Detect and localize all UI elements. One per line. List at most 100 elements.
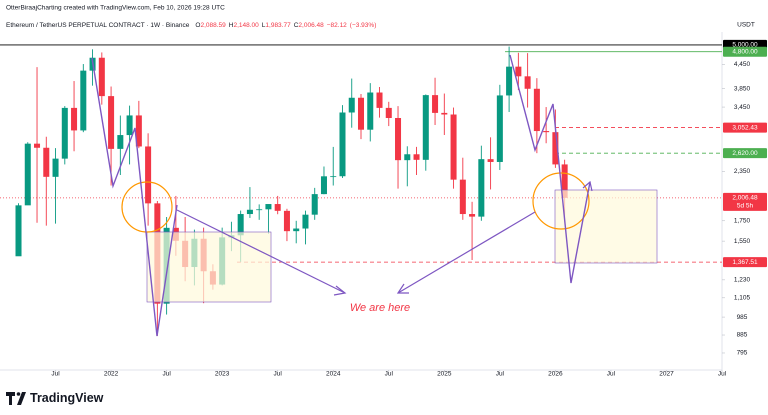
candle-body	[533, 88, 540, 132]
price-label-bg	[723, 122, 767, 133]
candle-body	[395, 118, 402, 161]
candle-body	[302, 214, 309, 229]
candle-body	[71, 107, 78, 131]
x-tick-label: Jul	[718, 371, 727, 378]
candle-body	[469, 214, 476, 217]
candle-body	[357, 97, 365, 130]
candle-body	[524, 76, 531, 89]
x-tick-label: Jul	[162, 371, 171, 378]
candle-body	[367, 92, 374, 130]
x-tick-label: 2022	[104, 371, 119, 378]
x-tick-label: 2023	[215, 371, 230, 378]
candle-body	[506, 66, 513, 96]
candle-body	[34, 143, 41, 148]
change: −82.12	[327, 22, 347, 29]
arrow-line	[176, 209, 346, 294]
price-label: 1,367.51	[732, 259, 758, 266]
candle-body	[441, 112, 448, 115]
arrow-head	[333, 285, 347, 296]
range-box	[554, 189, 658, 264]
candle-body	[339, 112, 346, 177]
ohlc-value: 2,148.00	[233, 22, 259, 29]
price-label-bg	[723, 46, 767, 57]
candle-body	[135, 115, 142, 147]
candle-body	[459, 179, 466, 215]
x-tick-label: Jul	[607, 371, 616, 378]
price-label-bg	[723, 257, 767, 268]
candle-body	[43, 147, 50, 177]
candle-body	[98, 57, 105, 97]
x-tick-label: Jul	[274, 371, 283, 378]
ohlc-key: O	[195, 22, 200, 29]
candle-body	[376, 92, 383, 108]
candle-body	[413, 154, 420, 160]
price-label-bg	[723, 148, 767, 159]
symbol: Ethereum / TetherUS PERPETUAL CONTRACT ·…	[6, 22, 190, 29]
candle-body	[385, 107, 392, 119]
x-tick-label: 2025	[437, 371, 452, 378]
candle-body	[274, 204, 281, 211]
candle-body	[348, 97, 355, 113]
candle-body	[265, 204, 272, 210]
candle-body	[478, 159, 485, 217]
x-tick-label: Jul	[496, 371, 505, 378]
y-tick-label: 1,750	[734, 218, 751, 225]
candle-body	[15, 205, 22, 257]
candle-body	[404, 154, 411, 161]
arrow-head	[396, 283, 409, 294]
countdown: 5d 5h	[737, 203, 754, 210]
price-label: 4,800.00	[732, 48, 758, 55]
candle-body	[515, 66, 522, 77]
ohlc-key: C	[294, 22, 299, 29]
header: Ethereum / TetherUS PERPETUAL CONTRACT ·…	[6, 22, 376, 29]
watermark: OtterBiraajCharting created with Trading…	[6, 5, 225, 12]
price-label: 5,000.00	[732, 42, 758, 49]
candle-body	[117, 135, 124, 149]
y-tick-label: 1,550	[734, 238, 751, 245]
price-axis: 795 885 985 1,105 1,230 1,550 1,750 2,350 3,450 3…	[722, 39, 767, 357]
candle-body	[52, 158, 59, 177]
y-tick-label: 795	[737, 350, 748, 357]
y-tick-label: 4,450	[734, 61, 751, 68]
ohlc-value: 2,088.59	[200, 22, 226, 29]
candle-body	[256, 209, 263, 211]
x-tick-label: 2026	[548, 371, 563, 378]
logo-icon	[6, 392, 26, 405]
range-box	[146, 231, 272, 303]
y-tick-label: 1,230	[734, 277, 751, 284]
x-tick-label: Jul	[51, 371, 60, 378]
candle-body	[561, 164, 568, 198]
drawings: We are here	[91, 54, 658, 337]
candle-body	[543, 131, 550, 133]
candle-body	[311, 194, 318, 215]
y-tick-label: 3,450	[734, 104, 751, 111]
ohlc-value: 2,006.48	[298, 22, 324, 29]
candle-body	[320, 176, 327, 195]
x-tick-label: Jul	[385, 371, 394, 378]
candle-body	[145, 146, 152, 204]
y-tick-label: 885	[737, 332, 748, 339]
highlight-circle	[121, 181, 173, 233]
candle-body	[246, 209, 253, 215]
candle-body	[237, 214, 244, 236]
arrow-line	[397, 211, 536, 294]
candle-body	[330, 176, 337, 178]
y-tick-label: 3,850	[734, 85, 751, 92]
candle-body	[283, 210, 290, 232]
price-label: 2,006.48	[732, 195, 758, 202]
candle-body	[552, 132, 559, 165]
x-tick-label: 2027	[659, 371, 674, 378]
y-tick-label: 1,105	[734, 295, 751, 302]
candle-body	[487, 159, 494, 162]
change-pct: (−3.93%)	[350, 22, 377, 29]
highlight-circle	[532, 172, 590, 230]
y-tick-label: 985	[737, 314, 748, 321]
currency: USDT	[737, 22, 755, 29]
ohlc-key: L	[262, 22, 266, 29]
price-label: 3,052.43	[732, 124, 758, 131]
plot	[0, 44, 722, 336]
candle-body	[108, 96, 115, 149]
candle-body	[450, 114, 457, 180]
